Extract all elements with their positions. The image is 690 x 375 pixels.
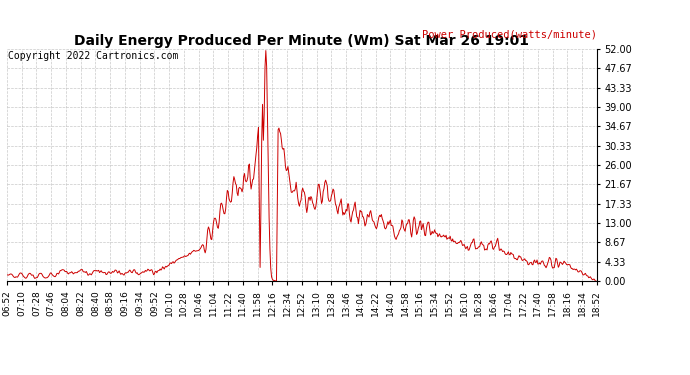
Title: Daily Energy Produced Per Minute (Wm) Sat Mar 26 19:01: Daily Energy Produced Per Minute (Wm) Sa… xyxy=(75,34,529,48)
Text: Copyright 2022 Cartronics.com: Copyright 2022 Cartronics.com xyxy=(8,51,179,61)
Text: Power Produced(watts/minute): Power Produced(watts/minute) xyxy=(422,29,597,39)
